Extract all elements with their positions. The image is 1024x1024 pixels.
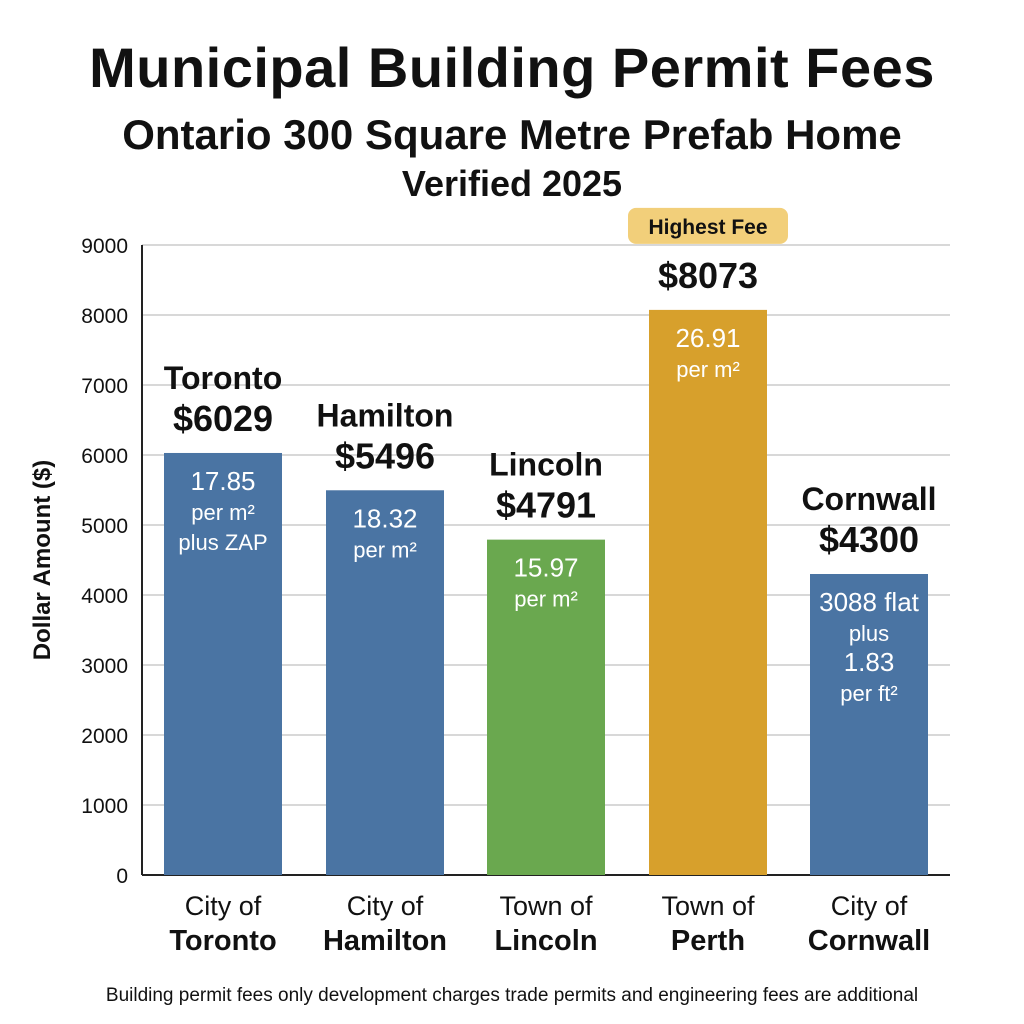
bar-name-label: Lincoln bbox=[489, 447, 603, 483]
x-category-label-bottom: Toronto bbox=[169, 925, 276, 957]
bar-inner-label: 18.32 bbox=[352, 503, 417, 533]
chart-subtitle-year: Verified 2025 bbox=[401, 163, 623, 204]
bar-inner-label: 17.85 bbox=[190, 466, 255, 496]
y-tick-label: 5000 bbox=[81, 515, 128, 538]
bar-inner-label: per ft² bbox=[840, 681, 897, 706]
x-category-label-bottom: Lincoln bbox=[494, 925, 597, 957]
bar-cornwall bbox=[810, 574, 928, 875]
bar-name-label: Cornwall bbox=[801, 481, 936, 517]
axes: 0 1000 2000 3000 4000 5000 6000 7000 8000 9000 Dol… bbox=[29, 235, 950, 888]
bar-inner-label: plus bbox=[849, 621, 889, 646]
bar-inner-label: 3088 flat bbox=[819, 587, 920, 617]
x-category-label-top: City of bbox=[347, 891, 424, 921]
y-tick-label: 8000 bbox=[81, 305, 128, 328]
bar-value-label: $4791 bbox=[496, 485, 596, 526]
bar-inner-label: 26.91 bbox=[675, 323, 740, 353]
x-category-label-top: Town of bbox=[661, 891, 755, 921]
highest-fee-badge bbox=[628, 207, 788, 244]
bar-value-label: $5496 bbox=[335, 435, 435, 476]
bar-inner-label: per m² bbox=[353, 537, 417, 562]
y-axis-title: Dollar Amount ($) bbox=[29, 460, 56, 660]
chart-subtitle: Ontario 300 Square Metre Prefab Home bbox=[122, 111, 902, 158]
y-tick-label: 9000 bbox=[81, 235, 128, 258]
bar-name-label: Hamilton bbox=[317, 397, 454, 433]
y-tick-label: 3000 bbox=[81, 655, 128, 678]
bar-inner-label: per m² bbox=[676, 357, 740, 382]
bar-value-label: $4300 bbox=[819, 519, 919, 560]
x-category-label-top: City of bbox=[831, 891, 908, 921]
bar-inner-label: plus ZAP bbox=[178, 530, 267, 555]
bar-inner-label: 15.97 bbox=[513, 553, 578, 583]
y-tick-label: 1000 bbox=[81, 795, 128, 818]
bar-value-label: $8073 bbox=[658, 255, 758, 296]
chart-title: Municipal Building Permit Fees bbox=[89, 36, 935, 99]
bar-value-label: $6029 bbox=[173, 398, 273, 439]
y-tick-label: 6000 bbox=[81, 445, 128, 468]
x-category-label-bottom: Cornwall bbox=[808, 925, 930, 957]
x-category-label-top: Town of bbox=[499, 891, 593, 921]
bar-hamilton bbox=[326, 490, 444, 875]
y-tick-label: 0 bbox=[116, 865, 128, 888]
x-category-label-bottom: Hamilton bbox=[323, 925, 447, 957]
y-tick-label: 7000 bbox=[81, 375, 128, 398]
y-tick-label: 4000 bbox=[81, 585, 128, 608]
bar-inner-label: per m² bbox=[191, 500, 255, 525]
bar-inner-label: 1.83 bbox=[844, 647, 895, 677]
highest-fee-badge-label: Highest Fee bbox=[648, 216, 767, 239]
x-category-label-bottom: Perth bbox=[671, 925, 745, 957]
bar-toronto bbox=[164, 452, 282, 875]
y-tick-label: 2000 bbox=[81, 725, 128, 748]
x-category-label-top: City of bbox=[185, 891, 262, 921]
bar-lincoln bbox=[487, 539, 605, 875]
bars bbox=[164, 309, 928, 875]
bar-perth bbox=[649, 309, 767, 875]
bar-chart: 0 1000 2000 3000 4000 5000 6000 7000 8000 9000 Dol… bbox=[29, 207, 950, 957]
bar-name-label: Toronto bbox=[164, 360, 282, 396]
bar-inner-label: per m² bbox=[514, 587, 578, 612]
footnote: Building permit fees only development ch… bbox=[105, 985, 919, 1006]
